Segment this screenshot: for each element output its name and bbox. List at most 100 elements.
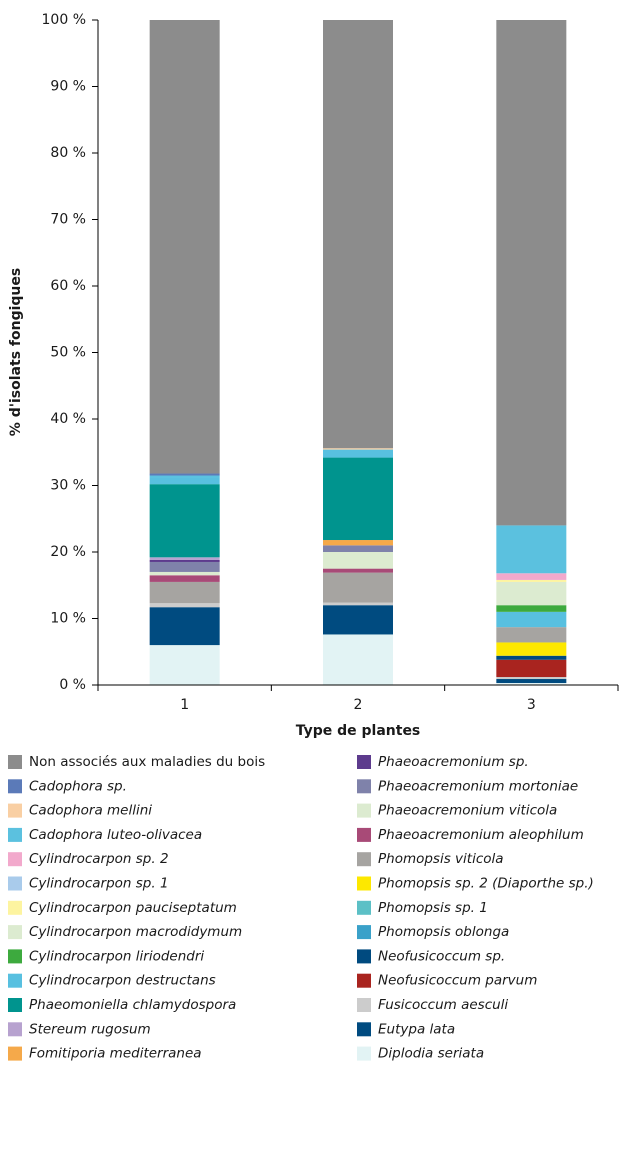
bar-segment [149, 575, 220, 582]
bar-segment [149, 607, 220, 646]
legend-label: Eutypa lata [378, 1021, 455, 1037]
bar-segment [149, 473, 220, 476]
legend-swatch [357, 779, 371, 794]
y-tick-label: 20 % [50, 544, 86, 560]
bar-segment [496, 679, 567, 684]
y-tick-label: 0 % [59, 677, 86, 693]
legend-label: Phomopsis sp. 2 (Diaporthe sp.) [378, 876, 594, 892]
bar-segment [323, 605, 393, 635]
bar-segment [496, 581, 567, 606]
legend-swatch [8, 852, 22, 867]
legend-label: Phaeoacremonium viticola [378, 803, 557, 819]
bar-segment [149, 475, 220, 478]
legend-swatch [8, 1022, 22, 1037]
legend-swatch [357, 949, 371, 964]
legend-swatch [8, 803, 22, 818]
legend-label: Cadophora luteo-olivacea [29, 827, 202, 843]
bar-segment [323, 552, 393, 569]
bar-segment [149, 645, 220, 685]
y-tick-label: 10 % [50, 611, 86, 627]
bar-segment [149, 477, 220, 485]
legend-label: Phaeomoniella chlamydospora [29, 997, 236, 1013]
bar-segment [149, 581, 220, 604]
bar-segment [149, 603, 220, 608]
bar-segment [323, 545, 393, 552]
legend-swatch [357, 827, 371, 842]
legend-label: Neofusicoccum sp. [378, 948, 505, 964]
bar-segment [149, 20, 220, 474]
legend-label: Cadophora mellini [29, 803, 152, 819]
y-tick-label: 40 % [50, 411, 86, 427]
bar-segment [323, 540, 393, 546]
y-tick-label: 100 % [42, 12, 86, 28]
legend-swatch [357, 852, 371, 867]
legend-swatch [357, 925, 371, 940]
x-tick-label: 1 [180, 697, 189, 713]
legend-swatch [8, 827, 22, 842]
x-tick-label: 3 [527, 697, 536, 713]
legend-swatch [8, 925, 22, 940]
legend-label: Phomopsis sp. 1 [378, 900, 488, 916]
legend-label: Cylindrocarpon sp. 2 [29, 851, 169, 867]
bar-segment [496, 677, 567, 680]
legend-swatch [8, 876, 22, 891]
legend-label: Phomopsis viticola [378, 851, 504, 867]
bar-segment [496, 573, 567, 580]
legend-label: Cylindrocarpon pauciseptatum [29, 900, 237, 916]
legend-swatch [357, 755, 371, 769]
legend-label: Diplodia seriata [378, 1046, 484, 1062]
legend-swatch [357, 998, 371, 1012]
bar-segment [496, 683, 567, 685]
bar-segment [496, 579, 567, 582]
legend-label: Fomitiporia mediterranea [29, 1046, 202, 1062]
legend-swatch [8, 755, 22, 769]
legend-label: Neofusicoccum parvum [378, 973, 537, 989]
legend-swatch [357, 900, 371, 915]
legend-swatch [8, 1046, 22, 1061]
y-tick-label: 30 % [50, 478, 86, 494]
bar-segment [149, 561, 220, 572]
bar-segment [496, 525, 567, 574]
bar-segment [496, 659, 567, 678]
legend-label: Phaeoacremonium aleophilum [378, 827, 584, 843]
y-tick-label: 50 % [50, 345, 86, 361]
legend-swatch [357, 1022, 371, 1037]
legend-label: Phaeoacremonium sp. [378, 754, 529, 770]
bar-segment [149, 559, 220, 562]
legend-label: Cylindrocarpon liriodendri [29, 948, 204, 964]
legend-label: Cylindrocarpon sp. 1 [29, 876, 169, 892]
y-tick-label: 80 % [50, 145, 86, 161]
bar-segment [149, 484, 220, 558]
legend-swatch [8, 900, 22, 915]
bar-segment [496, 611, 567, 628]
legend-label: Cadophora sp. [29, 778, 127, 794]
bar-segment [149, 557, 220, 560]
legend-swatch [8, 779, 22, 794]
bar-segment [323, 20, 393, 449]
bar-segment [149, 571, 220, 576]
legend-swatch [357, 1046, 371, 1061]
y-tick-label: 60 % [50, 278, 86, 294]
bar-segment [496, 627, 567, 643]
legend-label: Cylindrocarpon destructans [29, 973, 216, 989]
bar-segment [323, 457, 393, 541]
legend-label: Cylindrocarpon macrodidymum [29, 924, 242, 940]
bar-segment [323, 449, 393, 458]
legend-label: Phaeoacremonium mortoniae [378, 778, 578, 794]
legend-swatch [357, 973, 371, 988]
bar-segment [323, 634, 393, 685]
bar-segment [323, 602, 393, 606]
legend-swatch [8, 998, 22, 1012]
bar-segment [496, 655, 567, 660]
y-axis-title: % d'isolats fongiques [8, 268, 24, 436]
bar-segment [496, 642, 567, 656]
legend-swatch [357, 803, 371, 818]
bar-segment [323, 572, 393, 603]
bar-segment [496, 20, 567, 526]
y-tick-label: 90 % [50, 79, 86, 95]
legend-label: Fusicoccum aesculi [378, 997, 508, 1013]
legend-swatch [8, 973, 22, 988]
legend-label: Phomopsis oblonga [378, 924, 509, 940]
legend-swatch [8, 949, 22, 964]
